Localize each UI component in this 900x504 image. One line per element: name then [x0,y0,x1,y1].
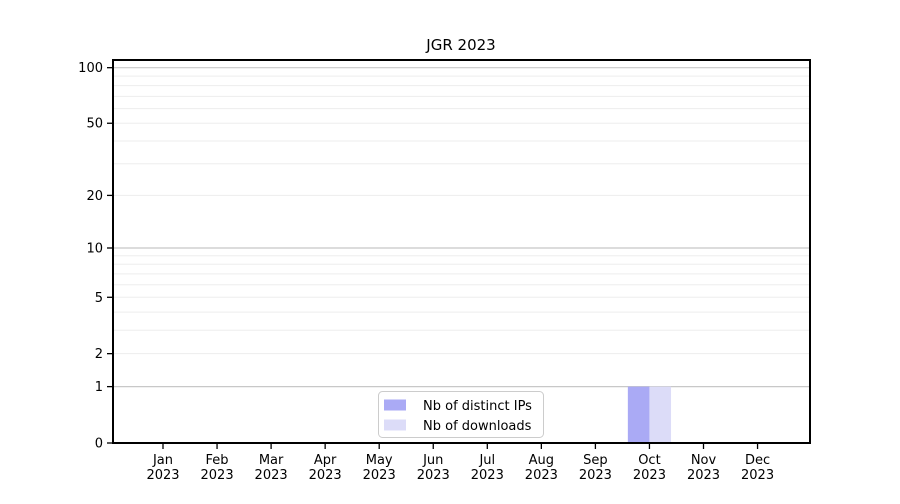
y-tick-label: 50 [86,117,103,132]
legend: Nb of distinct IPs Nb of downloads [378,391,544,438]
x-tick-label-month: Mar [259,453,284,468]
x-tick-label-year: 2023 [201,468,234,483]
x-tick-label-year: 2023 [633,468,666,483]
x-tick-label-year: 2023 [417,468,450,483]
x-tick-label-year: 2023 [579,468,612,483]
x-tick-label-year: 2023 [309,468,342,483]
x-tick-label-year: 2023 [741,468,774,483]
y-tick-label: 0 [95,437,103,452]
x-tick-label-month: Apr [314,453,337,468]
legend-swatch-distinct-ips [384,399,406,411]
x-tick-label-month: Sep [583,453,608,468]
chart-title: JGR 2023 [425,36,495,54]
x-tick-label-year: 2023 [471,468,504,483]
x-tick-label-month: Aug [529,453,554,468]
x-tick-label-month: Feb [206,453,229,468]
x-tick-label-year: 2023 [687,468,720,483]
bar-distinct-ips [627,386,650,443]
x-tick-label-year: 2023 [525,468,558,483]
x-tick-label-year: 2023 [363,468,396,483]
y-tick-label: 5 [95,291,103,306]
legend-label-downloads: Nb of downloads [423,419,532,434]
plot-frame [112,59,811,444]
x-tick-label-month: Dec [745,453,770,468]
x-tick-label-month: Jan [152,453,173,468]
x-tick-label-month: Oct [638,453,660,468]
legend-box [378,391,544,438]
x-tick-label-month: May [366,453,393,468]
x-tick-label-year: 2023 [146,468,179,483]
axis-ticks-and-labels: 0125102050100Jan2023Feb2023Mar2023Apr202… [78,61,774,483]
y-tick-label: 2 [95,347,103,362]
x-tick-label-month: Jun [422,453,443,468]
gridlines [113,67,810,388]
bar-downloads [649,386,672,443]
x-tick-label-month: Jul [478,453,495,468]
y-tick-label: 1 [95,380,103,395]
y-tick-label: 20 [86,189,103,204]
y-tick-label: 100 [78,61,103,76]
y-tick-label: 10 [86,241,103,256]
bars [627,386,672,443]
x-tick-label-year: 2023 [255,468,288,483]
legend-label-distinct-ips: Nb of distinct IPs [423,399,532,414]
legend-swatch-downloads [384,419,406,431]
x-tick-label-month: Nov [691,453,717,468]
